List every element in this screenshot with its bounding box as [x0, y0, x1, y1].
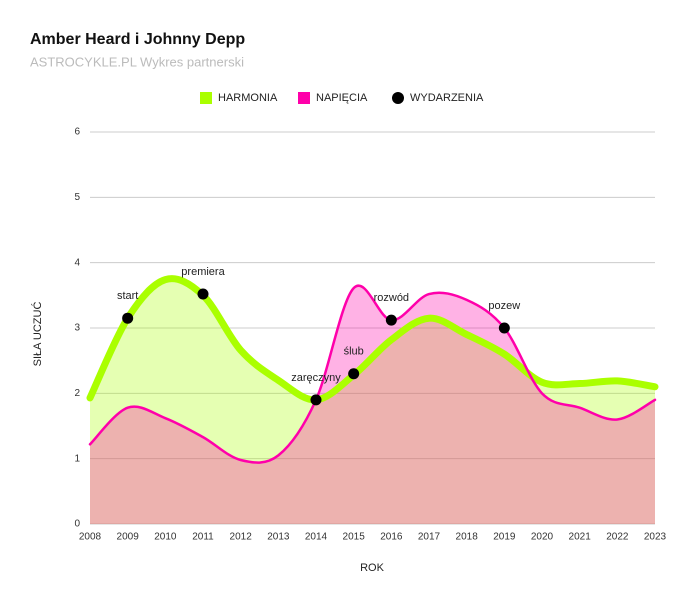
- x-axis-label: ROK: [360, 562, 385, 574]
- event-label: ślub: [344, 346, 364, 358]
- event-point: [197, 288, 209, 300]
- event-point: [348, 368, 360, 380]
- y-tick-label: 2: [74, 388, 80, 399]
- x-tick-label: 2023: [644, 532, 667, 543]
- event-label: zaręczyny: [291, 372, 341, 384]
- x-tick-label: 2018: [456, 532, 479, 543]
- series-line: [86, 275, 659, 404]
- y-tick-label: 1: [74, 453, 80, 464]
- areas: [90, 278, 655, 524]
- x-tick-label: 2010: [154, 532, 177, 543]
- event-point: [385, 314, 397, 326]
- legend-swatch: [392, 92, 404, 104]
- chart-subtitle: ASTROCYKLE.PL Wykres partnerski: [30, 54, 244, 69]
- event-label: pozew: [488, 300, 520, 312]
- legend-swatch: [298, 92, 310, 104]
- x-tick-label: 2021: [569, 532, 592, 543]
- legend-label: NAPIĘCIA: [316, 92, 368, 104]
- event-label: rozwód: [374, 292, 409, 304]
- x-tick-label: 2022: [606, 532, 629, 543]
- lines: [86, 275, 659, 464]
- y-axis-label: SIŁA UCZUĆ: [31, 302, 44, 367]
- x-tick-label: 2017: [418, 532, 441, 543]
- event-label: premiera: [181, 266, 225, 278]
- event-point: [122, 312, 134, 324]
- x-tick-label: 2011: [192, 532, 214, 543]
- x-tick-label: 2014: [305, 532, 328, 543]
- series-line: [88, 284, 657, 464]
- chart-title: Amber Heard i Johnny Depp: [30, 31, 245, 48]
- x-tick-label: 2020: [531, 532, 554, 543]
- x-tick-label: 2012: [230, 532, 253, 543]
- legend-label: WYDARZENIA: [410, 92, 484, 104]
- event-point: [310, 394, 322, 406]
- x-tick-label: 2009: [117, 532, 140, 543]
- y-tick-label: 0: [74, 519, 80, 530]
- y-tick-label: 6: [74, 127, 80, 138]
- y-tick-label: 3: [74, 323, 80, 334]
- x-tick-label: 2008: [79, 532, 102, 543]
- y-tick-label: 5: [74, 192, 80, 203]
- y-tick-label: 4: [74, 257, 80, 268]
- event-label: start: [117, 290, 138, 302]
- x-tick-label: 2019: [493, 532, 516, 543]
- legend-swatch: [200, 92, 212, 104]
- event-point: [498, 322, 510, 334]
- legend-label: HARMONIA: [218, 92, 278, 104]
- x-tick-label: 2013: [267, 532, 290, 543]
- x-tick-label: 2016: [380, 532, 403, 543]
- x-tick-label: 2015: [343, 532, 366, 543]
